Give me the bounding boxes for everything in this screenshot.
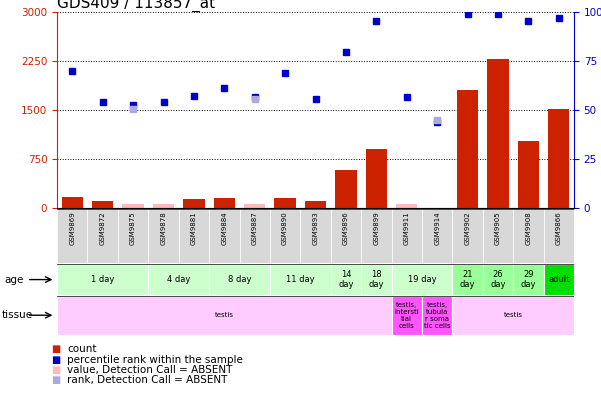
Bar: [453, 264, 483, 295]
Text: 19 day: 19 day: [407, 275, 436, 284]
Bar: [391, 264, 453, 295]
Bar: [118, 209, 148, 263]
Text: GSM9875: GSM9875: [130, 211, 136, 244]
Text: adult: adult: [548, 275, 570, 284]
Text: GDS409 / 113857_at: GDS409 / 113857_at: [57, 0, 215, 12]
Text: 11 day: 11 day: [286, 275, 315, 284]
Bar: [396, 204, 417, 208]
Bar: [453, 296, 574, 335]
Bar: [391, 209, 422, 263]
Bar: [300, 209, 331, 263]
Bar: [57, 209, 88, 263]
Bar: [62, 197, 83, 208]
Bar: [453, 209, 483, 263]
Bar: [214, 198, 235, 208]
Bar: [361, 209, 391, 263]
Bar: [543, 209, 574, 263]
Text: testis: testis: [215, 312, 234, 318]
Bar: [513, 209, 543, 263]
Bar: [92, 201, 114, 208]
Text: 1 day: 1 day: [91, 275, 114, 284]
Text: GSM9866: GSM9866: [556, 211, 562, 245]
Text: GSM9911: GSM9911: [404, 211, 410, 245]
Text: value, Detection Call = ABSENT: value, Detection Call = ABSENT: [67, 365, 233, 375]
Text: age: age: [5, 274, 24, 285]
Text: GSM9914: GSM9914: [434, 211, 440, 244]
Text: percentile rank within the sample: percentile rank within the sample: [67, 354, 243, 365]
Bar: [178, 209, 209, 263]
Bar: [391, 296, 422, 335]
Bar: [457, 90, 478, 208]
Bar: [57, 296, 391, 335]
Text: 8 day: 8 day: [228, 275, 251, 284]
Bar: [365, 149, 387, 208]
Text: 21
day: 21 day: [460, 270, 475, 289]
Text: GSM9890: GSM9890: [282, 211, 288, 245]
Bar: [335, 170, 356, 208]
Text: testis,
tubula
r soma
tic cells: testis, tubula r soma tic cells: [424, 302, 451, 329]
Text: GSM9887: GSM9887: [252, 211, 258, 245]
Bar: [240, 209, 270, 263]
Bar: [483, 209, 513, 263]
Text: 29
day: 29 day: [520, 270, 536, 289]
Bar: [209, 209, 240, 263]
Text: 4 day: 4 day: [167, 275, 191, 284]
Bar: [422, 209, 453, 263]
Bar: [88, 209, 118, 263]
Bar: [483, 264, 513, 295]
Bar: [209, 264, 270, 295]
Bar: [148, 209, 178, 263]
Text: GSM9902: GSM9902: [465, 211, 471, 244]
Text: GSM9884: GSM9884: [221, 211, 227, 244]
Bar: [183, 200, 204, 208]
Bar: [487, 59, 508, 208]
Text: GSM9896: GSM9896: [343, 211, 349, 245]
Bar: [305, 201, 326, 208]
Bar: [148, 264, 209, 295]
Bar: [270, 209, 300, 263]
Text: GSM9881: GSM9881: [191, 211, 197, 245]
Text: testis,
intersti
tial
cells: testis, intersti tial cells: [394, 302, 419, 329]
Bar: [517, 141, 539, 208]
Bar: [244, 204, 266, 208]
Text: ■: ■: [51, 375, 60, 385]
Text: GSM9869: GSM9869: [69, 211, 75, 245]
Bar: [361, 264, 391, 295]
Text: GSM9908: GSM9908: [525, 211, 531, 245]
Bar: [57, 264, 148, 295]
Text: GSM9878: GSM9878: [160, 211, 166, 245]
Text: GSM9893: GSM9893: [313, 211, 319, 245]
Bar: [548, 109, 569, 208]
Text: tissue: tissue: [2, 310, 33, 320]
Bar: [422, 296, 453, 335]
Text: rank, Detection Call = ABSENT: rank, Detection Call = ABSENT: [67, 375, 228, 385]
Text: GSM9905: GSM9905: [495, 211, 501, 244]
Text: GSM9872: GSM9872: [100, 211, 106, 244]
Bar: [123, 204, 144, 208]
Bar: [153, 204, 174, 208]
Bar: [331, 264, 361, 295]
Text: 14
day: 14 day: [338, 270, 353, 289]
Bar: [275, 198, 296, 208]
Text: 26
day: 26 day: [490, 270, 505, 289]
Text: ■: ■: [51, 354, 60, 365]
Text: ■: ■: [51, 344, 60, 354]
Text: count: count: [67, 344, 97, 354]
Text: GSM9899: GSM9899: [373, 211, 379, 245]
Text: 18
day: 18 day: [368, 270, 384, 289]
Bar: [543, 264, 574, 295]
Bar: [331, 209, 361, 263]
Bar: [513, 264, 543, 295]
Bar: [270, 264, 331, 295]
Text: testis: testis: [504, 312, 523, 318]
Text: ■: ■: [51, 365, 60, 375]
